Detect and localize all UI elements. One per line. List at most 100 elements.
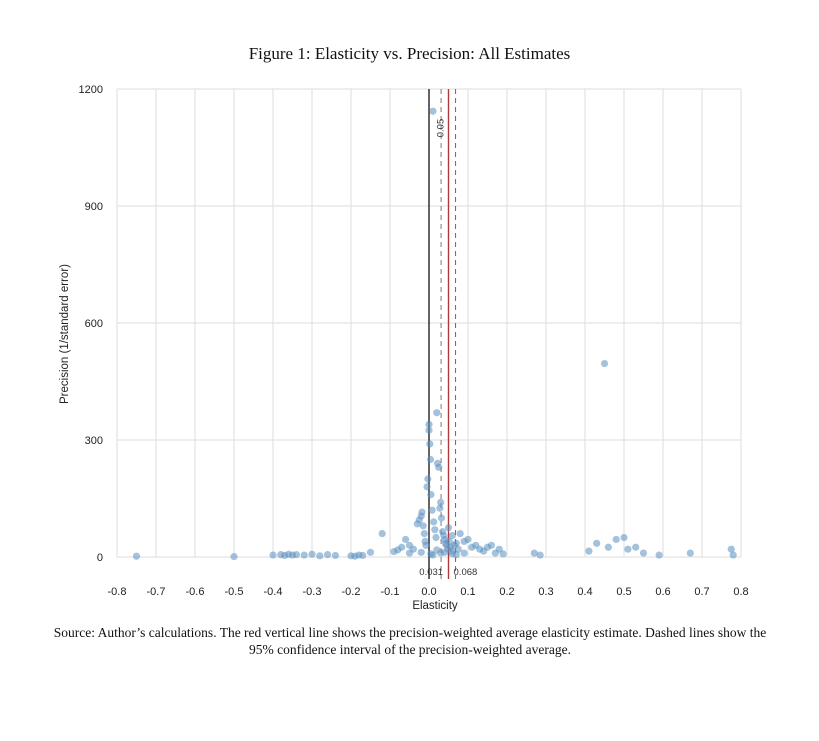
data-point [427,550,435,558]
data-point [430,518,438,526]
data-point [729,551,737,559]
y-tick-label: 1200 [79,84,103,96]
data-point [419,522,427,530]
y-tick-labels: 0 300 600 900 1200 [79,84,103,564]
y-tick-label: 300 [85,435,103,447]
data-point [429,107,437,115]
mean-annotation: 0.05 [436,119,447,138]
data-point [398,543,406,551]
data-point [456,530,464,538]
data-point [422,541,430,549]
x-tick-label: 0.5 [616,586,631,598]
data-point [292,551,300,559]
x-tick-label: 0.0 [421,586,436,598]
data-point [604,543,613,551]
data-point [269,551,277,559]
x-tick-label: -0.2 [342,586,361,598]
data-point [487,541,495,549]
y-axis-label: Precision (1/standard error) [59,264,71,404]
ci-lower-annotation: 0.031 [419,567,443,578]
reference-annotations: 0.05 0.031 0.068 [419,119,477,578]
data-point [530,549,538,557]
data-point [402,535,410,544]
ci-upper-annotation: 0.068 [454,567,478,578]
x-tick-label: -0.4 [264,586,283,598]
x-tick-label: -0.7 [147,586,166,598]
x-tick-label: -0.5 [225,586,244,598]
data-point [427,491,435,499]
data-point [424,475,432,483]
data-point [612,535,620,544]
data-point [448,531,456,540]
data-point [132,552,141,560]
data-point [460,549,468,557]
data-point [426,455,435,464]
data-point [655,551,663,559]
data-point [436,504,444,512]
data-point [300,551,308,559]
data-point [437,514,446,522]
data-point [324,551,332,559]
data-point [418,508,426,516]
x-axis-label: Elasticity [412,600,458,612]
data-point [420,530,428,538]
data-point [452,539,460,547]
data-point [454,545,462,553]
x-tick-label: 0.2 [499,586,514,598]
data-point [308,550,316,558]
data-point [632,543,640,551]
data-point [405,549,414,557]
data-point [359,551,367,560]
data-point [437,498,445,506]
scatter-chart: -0.8 -0.7 -0.6 -0.5 -0.4 -0.3 -0.2 -0.1 0.0 0.1 0.… [59,84,749,612]
data-point [727,545,735,553]
y-tick-label: 0 [97,552,103,564]
data-point [445,537,453,546]
data-point [423,483,431,491]
data-point [425,420,433,428]
data-point [426,440,434,448]
x-tick-label: -0.3 [303,586,322,598]
data-point [464,535,472,544]
data-point [452,551,460,559]
x-tick-label: 0.3 [538,586,553,598]
data-point [431,526,439,534]
x-tick-label: -0.1 [381,586,400,598]
x-tick-label: -0.8 [108,586,127,598]
data-point [536,551,544,559]
x-tick-label: -0.6 [186,586,205,598]
data-point [433,409,441,417]
x-tick-label: 0.6 [655,586,670,598]
y-tick-label: 900 [85,201,103,213]
data-point [620,533,628,542]
y-tick-label: 600 [85,318,103,330]
data-point [378,530,386,538]
data-point [639,549,648,557]
data-point [331,551,339,560]
data-point [428,506,436,514]
data-point [441,548,449,556]
data-point [230,553,238,561]
data-point [624,545,632,553]
data-point [417,548,425,556]
x-tick-label: 0.8 [733,586,748,598]
data-point [366,548,375,556]
x-tick-label: 0.4 [577,586,592,598]
data-point [435,463,443,471]
x-tick-label: 0.1 [460,586,475,598]
figure-caption: Source: Author’s calculations. The red v… [53,625,767,657]
data-point [499,550,507,558]
data-point [444,524,453,532]
data-point [686,549,694,557]
x-tick-label: 0.7 [694,586,709,598]
data-point [585,547,593,555]
data-point [600,359,609,368]
data-point [425,426,433,434]
figure-title: Figure 1: Elasticity vs. Precision: All … [248,44,571,63]
data-points [132,107,737,561]
data-point [433,546,441,554]
data-point [593,539,601,547]
data-point [432,533,440,542]
x-tick-labels: -0.8 -0.7 -0.6 -0.5 -0.4 -0.3 -0.2 -0.1 0.0 0.1 0.… [108,586,749,598]
data-point [316,552,324,560]
